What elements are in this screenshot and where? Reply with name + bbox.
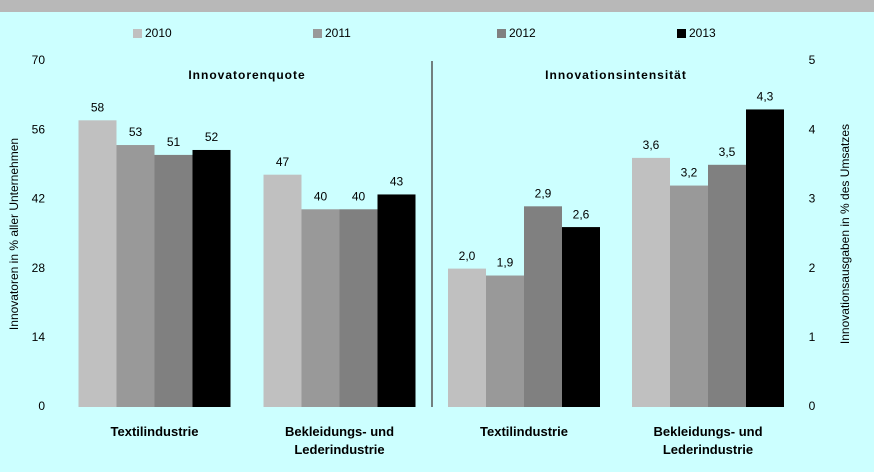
x-tick-label: Bekleidungs- und Lederindustrie <box>284 424 395 457</box>
x-tick-label: Textilindustrie <box>110 424 199 439</box>
y-tick-label: 56 <box>32 122 46 136</box>
bar <box>78 120 117 408</box>
data-label: 2,9 <box>535 186 552 200</box>
bar <box>562 227 600 407</box>
data-label: 4,3 <box>757 90 774 104</box>
legend-label: 2012 <box>509 26 536 40</box>
data-label: 51 <box>167 135 181 149</box>
data-label: 1,9 <box>497 256 514 270</box>
data-label: 3,6 <box>643 138 660 152</box>
bar <box>486 275 524 407</box>
y-tick-label: 14 <box>32 330 46 344</box>
bar <box>154 154 193 407</box>
panel-title: Innovatorenquote <box>188 68 305 82</box>
data-label: 47 <box>276 155 290 169</box>
y-tick-label: 4 <box>809 122 816 136</box>
y-tick-label: 5 <box>809 53 816 67</box>
y-tick-label: 0 <box>809 399 816 413</box>
axis-label: Innovationsausgaben in % des Umsatzes <box>838 124 852 344</box>
y-tick-label: 0 <box>38 399 45 413</box>
bar <box>339 209 378 407</box>
bar <box>377 194 416 407</box>
bar <box>301 209 340 407</box>
bar <box>708 164 746 407</box>
data-label: 2,0 <box>459 249 476 263</box>
data-label: 2,6 <box>573 207 590 221</box>
legend-swatch <box>677 29 686 38</box>
legend-swatch <box>497 29 506 38</box>
data-label: 3,2 <box>681 166 698 180</box>
y-tick-label: 3 <box>809 192 816 206</box>
top-bar <box>0 0 874 12</box>
legend-swatch <box>313 29 322 38</box>
y-tick-label: 1 <box>809 330 816 344</box>
legend-label: 2013 <box>689 26 716 40</box>
data-label: 40 <box>314 189 328 203</box>
bar <box>192 149 231 407</box>
data-label: 40 <box>352 189 366 203</box>
y-tick-label: 2 <box>809 261 816 275</box>
y-tick-label: 70 <box>32 53 46 67</box>
bar <box>524 206 562 407</box>
x-tick-label: Textilindustrie <box>480 424 568 439</box>
y-tick-label: 42 <box>32 192 46 206</box>
bar <box>263 174 302 407</box>
bar <box>746 109 784 407</box>
legend-swatch <box>133 29 142 38</box>
data-label: 43 <box>390 175 404 189</box>
panel-title: Innovationsintensität <box>545 68 687 82</box>
data-label: 53 <box>129 125 143 139</box>
bar <box>670 185 708 407</box>
bar <box>632 157 670 407</box>
bar <box>116 145 155 407</box>
legend-label: 2011 <box>325 26 351 40</box>
data-label: 3,5 <box>719 145 736 159</box>
axis-label: Innovatoren in % aller Unternehmen <box>7 138 21 330</box>
bar <box>448 268 486 407</box>
y-tick-label: 28 <box>32 261 46 275</box>
data-label: 52 <box>205 130 219 144</box>
data-label: 58 <box>91 100 105 114</box>
legend-label: 2010 <box>145 26 172 40</box>
x-tick-label: Bekleidungs- und Lederindustrie <box>653 424 763 457</box>
